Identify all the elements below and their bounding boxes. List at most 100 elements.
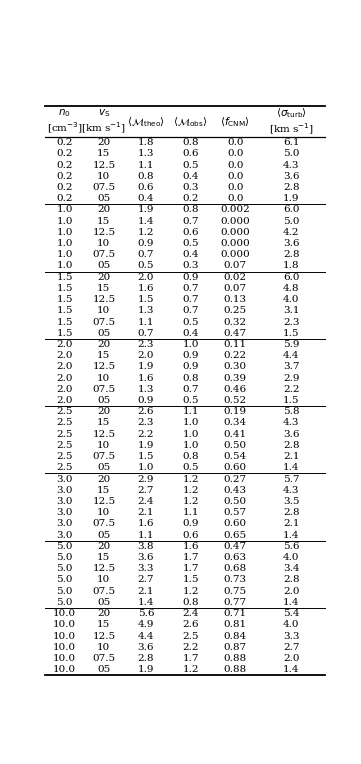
Text: 5.0: 5.0 — [283, 149, 300, 158]
Text: 2.8: 2.8 — [283, 251, 300, 259]
Text: 2.1: 2.1 — [138, 508, 154, 517]
Text: 05: 05 — [97, 261, 110, 270]
Text: 0.6: 0.6 — [138, 183, 154, 192]
Text: 3.6: 3.6 — [283, 172, 300, 181]
Text: 2.1: 2.1 — [283, 520, 300, 529]
Text: 0.3: 0.3 — [182, 183, 199, 192]
Text: 07.5: 07.5 — [92, 654, 116, 663]
Text: 15: 15 — [97, 419, 110, 427]
Text: 2.3: 2.3 — [138, 340, 154, 349]
Text: 0.47: 0.47 — [224, 329, 247, 338]
Text: 2.7: 2.7 — [138, 486, 154, 495]
Text: 2.2: 2.2 — [138, 429, 154, 439]
Text: 0.8: 0.8 — [182, 374, 199, 383]
Text: 0.6: 0.6 — [182, 228, 199, 237]
Text: 3.3: 3.3 — [283, 632, 300, 640]
Text: 1.5: 1.5 — [56, 318, 73, 326]
Text: 3.0: 3.0 — [56, 474, 73, 484]
Text: 1.9: 1.9 — [283, 194, 300, 203]
Text: 3.5: 3.5 — [283, 497, 300, 506]
Text: 2.5: 2.5 — [56, 429, 73, 439]
Text: 07.5: 07.5 — [92, 318, 116, 326]
Text: 0.2: 0.2 — [56, 149, 73, 158]
Text: 0.13: 0.13 — [224, 295, 247, 304]
Text: 0.88: 0.88 — [224, 665, 247, 674]
Text: $\langle\sigma_\mathrm{turb}\rangle$
[km s$^{-1}$]: $\langle\sigma_\mathrm{turb}\rangle$ [km… — [269, 106, 314, 138]
Text: 1.1: 1.1 — [182, 508, 199, 517]
Text: 0.75: 0.75 — [224, 587, 247, 596]
Text: 2.6: 2.6 — [182, 620, 199, 630]
Text: 3.6: 3.6 — [283, 429, 300, 439]
Text: 2.5: 2.5 — [56, 407, 73, 416]
Text: 4.3: 4.3 — [283, 160, 300, 170]
Text: 0.5: 0.5 — [182, 463, 199, 472]
Text: 0.3: 0.3 — [182, 261, 199, 270]
Text: 12.5: 12.5 — [92, 497, 116, 506]
Text: 3.3: 3.3 — [138, 565, 154, 573]
Text: 15: 15 — [97, 284, 110, 293]
Text: 0.000: 0.000 — [221, 251, 250, 259]
Text: 1.2: 1.2 — [138, 228, 154, 237]
Text: 20: 20 — [97, 474, 110, 484]
Text: 0.2: 0.2 — [56, 183, 73, 192]
Text: 0.0: 0.0 — [227, 160, 244, 170]
Text: 12.5: 12.5 — [92, 228, 116, 237]
Text: 0.41: 0.41 — [224, 429, 247, 439]
Text: 6.0: 6.0 — [283, 206, 300, 215]
Text: 1.1: 1.1 — [138, 530, 154, 539]
Text: 0.0: 0.0 — [227, 138, 244, 147]
Text: 2.3: 2.3 — [283, 318, 300, 326]
Text: 0.7: 0.7 — [182, 284, 199, 293]
Text: 0.63: 0.63 — [224, 553, 247, 562]
Text: 07.5: 07.5 — [92, 251, 116, 259]
Text: 4.4: 4.4 — [138, 632, 154, 640]
Text: 10: 10 — [97, 374, 110, 383]
Text: $\langle f_\mathrm{CNM}\rangle$: $\langle f_\mathrm{CNM}\rangle$ — [221, 115, 250, 128]
Text: 1.2: 1.2 — [182, 587, 199, 596]
Text: 1.4: 1.4 — [283, 463, 300, 472]
Text: 07.5: 07.5 — [92, 520, 116, 529]
Text: 3.6: 3.6 — [138, 643, 154, 652]
Text: 0.30: 0.30 — [224, 362, 247, 371]
Text: 1.4: 1.4 — [138, 216, 154, 225]
Text: 1.5: 1.5 — [56, 329, 73, 338]
Text: 3.0: 3.0 — [56, 497, 73, 506]
Text: 0.71: 0.71 — [224, 609, 247, 618]
Text: 2.5: 2.5 — [56, 441, 73, 450]
Text: 3.1: 3.1 — [283, 306, 300, 316]
Text: 0.4: 0.4 — [138, 194, 154, 203]
Text: 2.4: 2.4 — [138, 497, 154, 506]
Text: 3.6: 3.6 — [283, 239, 300, 248]
Text: 0.0: 0.0 — [227, 194, 244, 203]
Text: 2.0: 2.0 — [56, 351, 73, 360]
Text: 1.4: 1.4 — [283, 665, 300, 674]
Text: 0.6: 0.6 — [182, 530, 199, 539]
Text: 1.2: 1.2 — [182, 474, 199, 484]
Text: 0.47: 0.47 — [224, 542, 247, 551]
Text: 1.6: 1.6 — [182, 542, 199, 551]
Text: 5.8: 5.8 — [283, 407, 300, 416]
Text: 10: 10 — [97, 239, 110, 248]
Text: 0.9: 0.9 — [182, 362, 199, 371]
Text: 0.52: 0.52 — [224, 396, 247, 405]
Text: 0.07: 0.07 — [224, 284, 247, 293]
Text: 6.1: 6.1 — [283, 138, 300, 147]
Text: 07.5: 07.5 — [92, 385, 116, 393]
Text: 1.2: 1.2 — [182, 665, 199, 674]
Text: $\langle\mathcal{M}_\mathrm{obs}\rangle$: $\langle\mathcal{M}_\mathrm{obs}\rangle$ — [173, 115, 208, 128]
Text: 1.9: 1.9 — [138, 441, 154, 450]
Text: 1.9: 1.9 — [138, 665, 154, 674]
Text: 2.0: 2.0 — [56, 340, 73, 349]
Text: 0.27: 0.27 — [224, 474, 247, 484]
Text: 1.0: 1.0 — [56, 251, 73, 259]
Text: 10.0: 10.0 — [53, 632, 76, 640]
Text: 0.46: 0.46 — [224, 385, 247, 393]
Text: 0.4: 0.4 — [182, 251, 199, 259]
Text: 0.7: 0.7 — [182, 385, 199, 393]
Text: 1.9: 1.9 — [138, 206, 154, 215]
Text: 2.0: 2.0 — [138, 351, 154, 360]
Text: 1.3: 1.3 — [138, 306, 154, 316]
Text: 05: 05 — [97, 665, 110, 674]
Text: 2.5: 2.5 — [56, 463, 73, 472]
Text: 20: 20 — [97, 542, 110, 551]
